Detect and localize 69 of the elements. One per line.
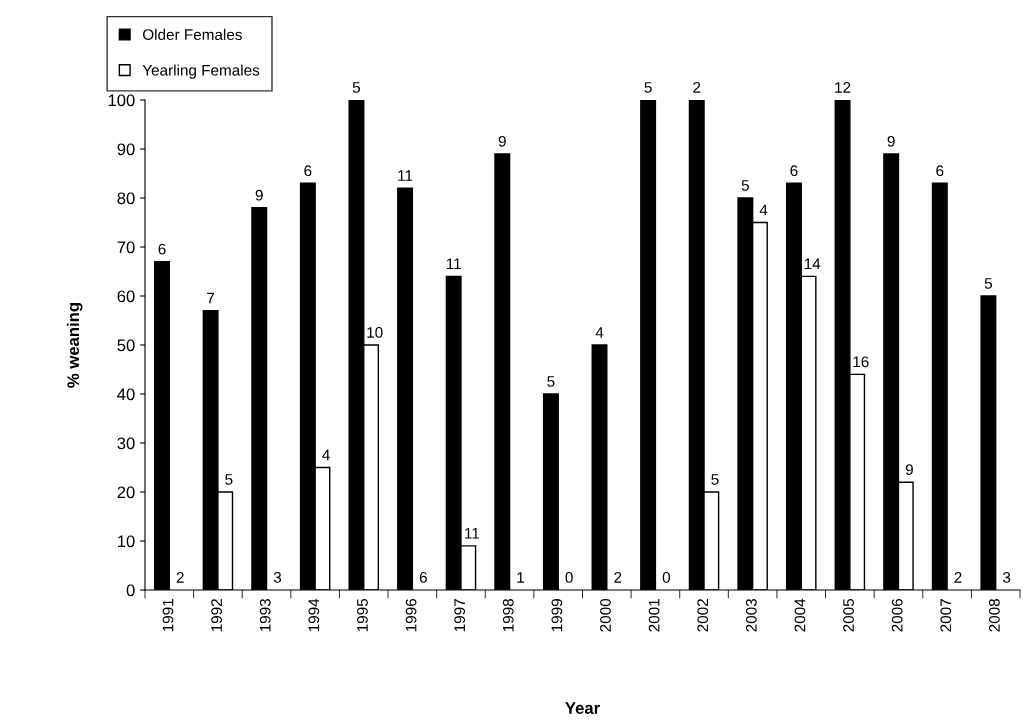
annotation: 4 xyxy=(322,449,330,461)
annotation: 6 xyxy=(790,165,798,177)
annotation: 9 xyxy=(887,135,895,147)
annotation: 1 xyxy=(517,572,525,583)
x-tick-label: 1992 xyxy=(211,599,223,632)
y-tick-label: 0 xyxy=(126,584,135,597)
y-tick-label: 90 xyxy=(117,143,135,156)
annotation: 7 xyxy=(207,292,215,304)
annotation: 9 xyxy=(498,135,506,147)
y-tick-label: 80 xyxy=(117,192,135,205)
legend-label: Older Females xyxy=(143,28,242,41)
annotation: 5 xyxy=(225,474,233,485)
y-tick-label: 60 xyxy=(117,290,135,303)
annotation: 0 xyxy=(662,571,671,583)
y-tick-label: 40 xyxy=(117,388,135,401)
annotation: 9 xyxy=(255,189,263,201)
x-tick-label: 1998 xyxy=(502,598,514,632)
annotation: 10 xyxy=(367,326,383,338)
x-tick-label: 2001 xyxy=(648,599,660,632)
annotation: 4 xyxy=(759,204,768,216)
x-tick-label: 2008 xyxy=(988,598,1000,632)
x-tick-label: 1997 xyxy=(454,599,466,632)
annotation: 5 xyxy=(984,278,993,289)
annotation: 2 xyxy=(954,571,962,583)
x-tick-label: 1999 xyxy=(551,599,563,632)
x-tick-label: 1996 xyxy=(405,599,417,632)
annotation: 6 xyxy=(158,243,166,255)
y-axis-title: % weaning xyxy=(66,303,83,388)
annotation: 2 xyxy=(614,571,622,583)
x-tick-label: 1995 xyxy=(357,598,368,632)
annotation: 4 xyxy=(595,327,604,338)
annotation: 5 xyxy=(352,82,361,93)
x-tick-label: 2002 xyxy=(697,599,709,632)
x-axis-title: Year xyxy=(565,702,600,714)
annotation: 5 xyxy=(644,82,652,93)
y-tick-label: 100 xyxy=(108,94,135,107)
x-tick-label: 2000 xyxy=(600,598,611,632)
x-tick-label: 1991 xyxy=(162,599,174,632)
x-tick-label: 1993 xyxy=(259,599,271,632)
annotation: 6 xyxy=(936,165,944,177)
annotation: 11 xyxy=(446,258,461,270)
x-tick-label: 1994 xyxy=(308,598,320,632)
y-tick-label: 10 xyxy=(118,535,135,548)
x-tick-label: 2007 xyxy=(940,599,952,632)
annotation: 3 xyxy=(273,571,282,583)
y-tick-label: 20 xyxy=(117,486,135,499)
annotation: 9 xyxy=(905,464,913,476)
annotation: 3 xyxy=(1002,571,1011,583)
x-tick-label: 2005 xyxy=(843,598,854,632)
x-tick-label: 2004 xyxy=(794,598,806,632)
x-tick-label: 2006 xyxy=(891,599,903,632)
annotation: 14 xyxy=(804,258,821,270)
annotation: 5 xyxy=(741,180,749,191)
annotation: 0 xyxy=(565,571,573,583)
annotation: 11 xyxy=(398,170,413,181)
annotation: 6 xyxy=(304,165,312,177)
y-tick-label: 70 xyxy=(117,241,135,254)
annotation: 2 xyxy=(693,82,701,93)
annotation: 5 xyxy=(547,376,555,387)
annotation: 5 xyxy=(711,474,719,485)
x-tick-label: 2003 xyxy=(745,599,757,632)
annotation: 2 xyxy=(176,571,184,583)
annotation: 6 xyxy=(419,571,427,583)
annotation: 12 xyxy=(835,82,851,93)
annotation: 11 xyxy=(465,528,480,539)
y-tick-label: 30 xyxy=(117,437,135,450)
annotation: 16 xyxy=(853,356,869,368)
y-tick-label: 50 xyxy=(117,339,135,352)
legend-label: Yearling Females xyxy=(142,64,260,79)
